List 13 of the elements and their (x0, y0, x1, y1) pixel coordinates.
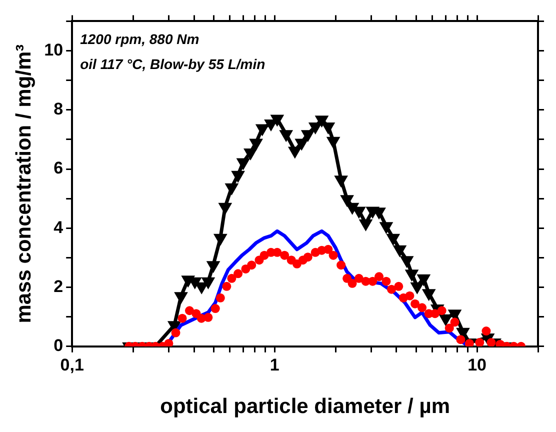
y-tick-label: 4 (54, 218, 64, 237)
y-tick-label: 6 (54, 158, 64, 178)
y-tick-label: 0 (54, 336, 64, 356)
x-axis-title: optical particle diameter / µm (160, 395, 450, 418)
x-tick-label: 1 (270, 355, 280, 374)
y-tick-label: 10 (44, 40, 64, 60)
x-tick-label: 10 (468, 355, 487, 374)
y-tick-label: 2 (54, 276, 64, 296)
y-axis-title: mass concentration / mg/m³ (12, 44, 36, 324)
y-tick-label: 8 (54, 100, 64, 119)
annotation: oil 117 °C, Blow-by 55 L/min (80, 56, 266, 72)
x-tick-label: 0,1 (60, 355, 84, 374)
annotation: 1200 rpm, 880 Nm (80, 31, 200, 48)
